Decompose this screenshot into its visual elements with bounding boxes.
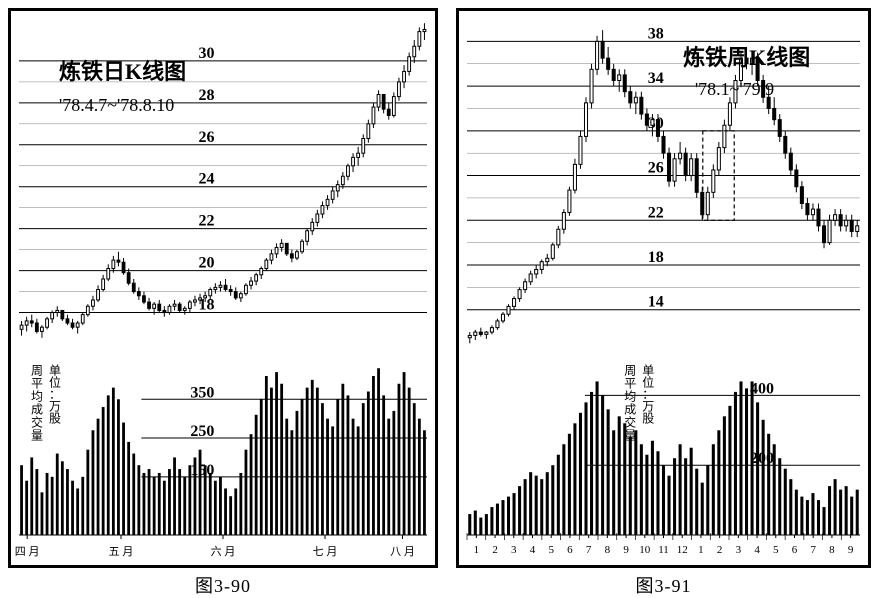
svg-text:八 月: 八 月 — [390, 546, 415, 558]
svg-text:350: 350 — [190, 384, 214, 401]
svg-text:10: 10 — [639, 544, 651, 556]
svg-text:24: 24 — [199, 171, 215, 188]
svg-text:7: 7 — [586, 544, 592, 556]
svg-text:平: 平 — [624, 376, 636, 390]
left-chart-panel: 18202224262830炼铁日K线图'78.4.7~'78.8.101502… — [8, 8, 438, 568]
svg-text:26: 26 — [648, 160, 664, 177]
svg-text:1: 1 — [698, 544, 704, 556]
svg-text:3: 3 — [511, 544, 517, 556]
svg-text:5: 5 — [773, 544, 779, 556]
svg-text:4: 4 — [754, 544, 760, 556]
svg-text:22: 22 — [648, 204, 664, 221]
svg-text:11: 11 — [658, 544, 669, 556]
svg-text:250: 250 — [190, 423, 214, 440]
svg-text:18: 18 — [648, 249, 664, 266]
svg-text:平: 平 — [31, 376, 43, 390]
svg-text:12: 12 — [677, 544, 688, 556]
svg-text:量: 量 — [624, 428, 636, 442]
svg-text:7: 7 — [810, 544, 816, 556]
svg-text:8: 8 — [605, 544, 611, 556]
svg-text:均: 均 — [31, 389, 43, 403]
svg-text:七 月: 七 月 — [313, 545, 338, 558]
svg-text:8: 8 — [829, 544, 835, 556]
svg-text:26: 26 — [199, 129, 215, 146]
svg-text:六 月: 六 月 — [211, 545, 236, 558]
svg-text:30: 30 — [199, 45, 215, 62]
right-chart-panel: 14182226303438炼铁周K线图'78.1~'79.9200400周平均… — [456, 8, 871, 568]
svg-text:4: 4 — [530, 544, 536, 556]
svg-text:交: 交 — [31, 414, 43, 429]
svg-text:3: 3 — [736, 544, 742, 556]
svg-text:9: 9 — [848, 544, 854, 556]
svg-text:20: 20 — [199, 255, 215, 272]
svg-text:成: 成 — [31, 402, 43, 416]
svg-text:周: 周 — [31, 363, 43, 377]
svg-text:均: 均 — [624, 389, 636, 403]
svg-text:38: 38 — [648, 25, 664, 42]
svg-text:34: 34 — [648, 70, 664, 87]
left-caption: 图3-90 — [195, 572, 251, 598]
left-chart-area: 18202224262830炼铁日K线图'78.4.7~'78.8.101502… — [11, 11, 435, 565]
svg-text:14: 14 — [648, 294, 664, 311]
svg-text:成: 成 — [624, 402, 636, 416]
right-chart-svg: 14182226303438炼铁周K线图'78.1~'79.9200400周平均… — [459, 11, 868, 565]
left-chart-svg: 18202224262830炼铁日K线图'78.4.7~'78.8.101502… — [11, 11, 435, 565]
svg-text:1: 1 — [474, 544, 480, 556]
svg-text:5: 5 — [548, 544, 554, 556]
svg-text:'78.1~'79.9: '78.1~'79.9 — [695, 79, 774, 99]
svg-text:四 月: 四 月 — [15, 546, 40, 558]
svg-text:6: 6 — [567, 544, 573, 556]
svg-text:股: 股 — [642, 411, 654, 425]
svg-text:22: 22 — [199, 213, 215, 230]
svg-text:'78.4.7~'78.8.10: '78.4.7~'78.8.10 — [59, 95, 174, 115]
right-chart-area: 14182226303438炼铁周K线图'78.1~'79.9200400周平均… — [459, 11, 868, 565]
svg-text:9: 9 — [623, 544, 629, 556]
svg-text:炼铁日K线图: 炼铁日K线图 — [59, 59, 186, 84]
svg-text:炼铁周K线图: 炼铁周K线图 — [683, 45, 810, 70]
right-caption: 图3-91 — [636, 572, 692, 598]
svg-text:五 月: 五 月 — [109, 546, 134, 558]
svg-text:周: 周 — [624, 363, 636, 377]
svg-text:2: 2 — [717, 544, 723, 556]
svg-text:2: 2 — [492, 544, 498, 556]
svg-text:股: 股 — [49, 411, 61, 425]
svg-text:6: 6 — [792, 544, 798, 556]
svg-text:30: 30 — [648, 115, 664, 132]
svg-text:量: 量 — [31, 428, 43, 442]
svg-text:28: 28 — [199, 87, 215, 104]
svg-text:交: 交 — [624, 414, 636, 429]
